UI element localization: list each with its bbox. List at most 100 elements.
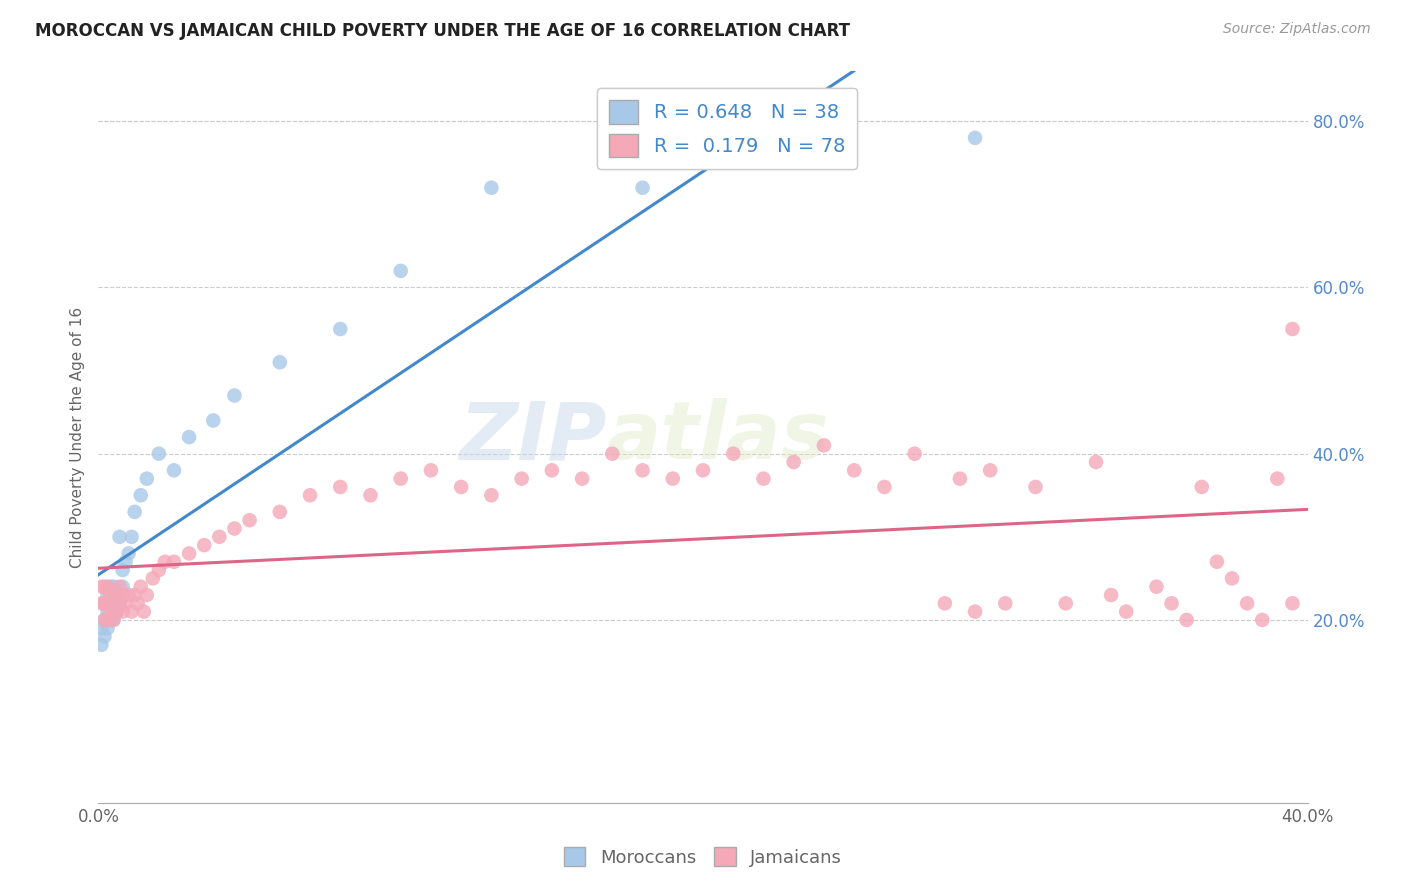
Point: [142, 571, 165, 585]
Point: [105, 605, 128, 619]
Point: [1144, 580, 1167, 594]
Text: atlas: atlas: [606, 398, 830, 476]
Point: [571, 472, 593, 486]
Point: [93, 596, 115, 610]
Point: [103, 588, 125, 602]
Point: [108, 580, 131, 594]
Point: [420, 463, 443, 477]
Point: [202, 413, 225, 427]
Point: [105, 588, 128, 602]
Point: [100, 588, 122, 602]
Point: [540, 463, 562, 477]
Point: [1115, 605, 1137, 619]
Y-axis label: Child Poverty Under the Age of 16: Child Poverty Under the Age of 16: [69, 307, 84, 567]
Point: [692, 463, 714, 477]
Point: [783, 155, 806, 169]
Point: [1281, 322, 1303, 336]
Point: [179, 430, 201, 444]
Point: [108, 596, 131, 610]
Point: [239, 513, 262, 527]
Point: [329, 480, 352, 494]
Point: [481, 488, 503, 502]
Point: [114, 596, 136, 610]
Point: [93, 596, 115, 610]
Point: [1267, 472, 1289, 486]
Point: [269, 355, 291, 369]
Point: [111, 605, 134, 619]
Point: [1175, 613, 1198, 627]
Point: [193, 538, 215, 552]
Point: [360, 488, 382, 502]
Point: [1220, 571, 1243, 585]
Point: [93, 630, 115, 644]
Point: [135, 588, 157, 602]
Point: [1236, 596, 1258, 610]
Point: [124, 505, 146, 519]
Point: [127, 596, 149, 610]
Point: [965, 131, 987, 145]
Point: [124, 588, 146, 602]
Point: [148, 563, 170, 577]
Text: MOROCCAN VS JAMAICAN CHILD POVERTY UNDER THE AGE OF 16 CORRELATION CHART: MOROCCAN VS JAMAICAN CHILD POVERTY UNDER…: [35, 22, 851, 40]
Point: [100, 605, 122, 619]
Point: [163, 463, 186, 477]
Point: [1085, 455, 1108, 469]
Point: [1099, 588, 1122, 602]
Point: [994, 596, 1017, 610]
Point: [96, 613, 118, 627]
Point: [224, 388, 246, 402]
Point: [114, 555, 136, 569]
Point: [661, 472, 683, 486]
Point: [96, 580, 118, 594]
Point: [934, 596, 956, 610]
Point: [96, 605, 118, 619]
Point: [108, 530, 131, 544]
Point: [111, 580, 134, 594]
Point: [100, 596, 122, 610]
Point: [111, 563, 134, 577]
Point: [129, 488, 152, 502]
Text: Source: ZipAtlas.com: Source: ZipAtlas.com: [1223, 22, 1371, 37]
Point: [132, 605, 155, 619]
Point: [163, 555, 186, 569]
Point: [299, 488, 322, 502]
Point: [873, 480, 896, 494]
Legend: R = 0.648   N = 38, R =  0.179   N = 78: R = 0.648 N = 38, R = 0.179 N = 78: [598, 88, 856, 169]
Point: [752, 472, 775, 486]
Point: [1251, 613, 1274, 627]
Point: [135, 472, 157, 486]
Point: [1054, 596, 1077, 610]
Point: [224, 521, 246, 535]
Point: [1191, 480, 1213, 494]
Point: [1160, 596, 1182, 610]
Point: [783, 455, 806, 469]
Point: [96, 621, 118, 635]
Point: [153, 555, 176, 569]
Point: [118, 588, 141, 602]
Text: ZIP: ZIP: [458, 398, 606, 476]
Point: [103, 596, 125, 610]
Point: [813, 438, 835, 452]
Point: [208, 530, 231, 544]
Point: [949, 472, 972, 486]
Point: [96, 588, 118, 602]
Point: [108, 596, 131, 610]
Point: [93, 580, 115, 594]
Point: [631, 180, 654, 194]
Point: [1024, 480, 1046, 494]
Point: [90, 621, 112, 635]
Point: [179, 546, 201, 560]
Point: [96, 596, 118, 610]
Point: [121, 530, 143, 544]
Point: [111, 588, 134, 602]
Point: [105, 588, 128, 602]
Point: [1281, 596, 1303, 610]
Point: [93, 613, 115, 627]
Point: [100, 613, 122, 627]
Point: [118, 546, 141, 560]
Point: [510, 472, 533, 486]
Point: [103, 613, 125, 627]
Point: [481, 180, 503, 194]
Point: [93, 613, 115, 627]
Point: [103, 613, 125, 627]
